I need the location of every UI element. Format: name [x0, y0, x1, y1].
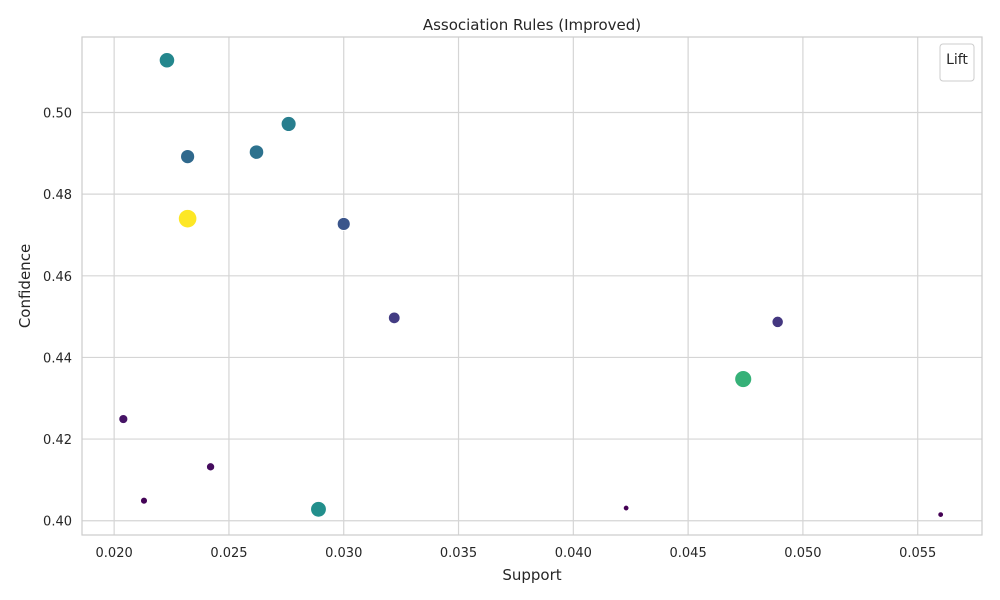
x-tick-label: 0.025	[210, 546, 247, 561]
y-tick-label: 0.46	[43, 270, 72, 285]
data-point	[388, 311, 401, 325]
legend-title: Lift	[946, 52, 968, 68]
data-point	[180, 149, 196, 165]
data-point	[118, 414, 129, 424]
y-tick-label: 0.44	[43, 351, 72, 366]
x-axis-label: Support	[502, 566, 561, 584]
data-point	[280, 116, 297, 132]
x-tick-label: 0.040	[555, 546, 592, 561]
data-point	[771, 315, 784, 328]
plot-frame	[81, 36, 983, 536]
data-point	[140, 496, 148, 505]
legend-box	[939, 43, 975, 82]
x-tick-label: 0.020	[96, 546, 133, 561]
data-point	[206, 462, 216, 472]
data-point	[336, 217, 351, 231]
x-tick-label: 0.055	[899, 546, 936, 561]
x-tick-label: 0.030	[325, 546, 362, 561]
y-tick-label: 0.50	[43, 107, 72, 122]
data-point	[622, 504, 630, 512]
x-tick-labels: 0.020 0.025 0.030 0.035 0.040 0.045 0.050 0.055	[96, 546, 937, 561]
data-point	[937, 511, 944, 518]
y-tick-label: 0.40	[43, 515, 72, 530]
data-point	[158, 52, 176, 69]
data-point	[178, 209, 198, 229]
data-point	[310, 501, 327, 518]
x-tick-label: 0.035	[440, 546, 477, 561]
y-tick-label: 0.42	[43, 433, 72, 448]
y-axis-label: Confidence	[16, 244, 34, 328]
x-tick-label: 0.045	[670, 546, 707, 561]
grid	[82, 37, 982, 535]
data-point	[734, 370, 753, 388]
legend: Lift	[939, 43, 975, 82]
data-points	[118, 52, 944, 518]
data-point	[248, 144, 265, 160]
chart-title: Association Rules (Improved)	[423, 16, 641, 34]
x-tick-label: 0.050	[784, 546, 821, 561]
y-tick-label: 0.48	[43, 188, 72, 203]
y-tick-labels: 0.40 0.42 0.44 0.46 0.48 0.50	[43, 107, 72, 530]
